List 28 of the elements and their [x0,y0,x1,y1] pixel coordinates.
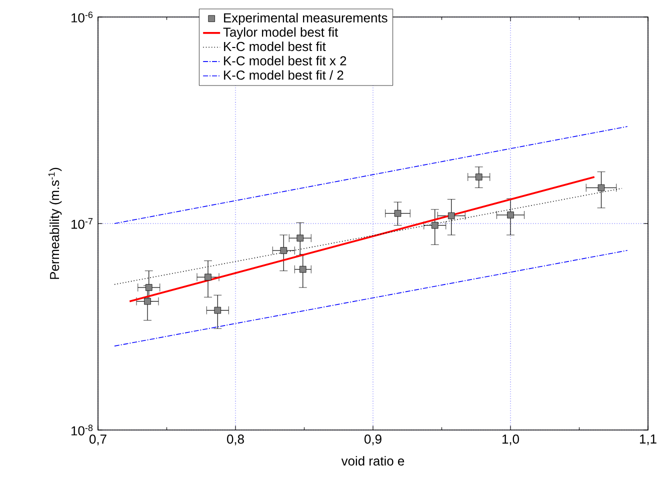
point [448,212,455,220]
point [296,234,304,242]
x-tick-label: 1,1 [640,434,656,446]
y-tick-label: 10$^{-7}$ [72,218,93,229]
legend-label: Taylor model best fit [223,27,338,40]
y-tick-label: 10$^{-6}$ [72,12,93,22]
point [204,274,212,281]
point [144,298,151,305]
y-axis-title: Permeability (m.s$^{-1}$) [48,168,62,279]
y-tick-label: 10$^{-8}$ [72,424,93,436]
legend-label: K-C model best fit [224,42,326,52]
point [299,266,306,273]
point [475,174,482,180]
x-tick-label: 0,7 [90,434,106,446]
x-tick-label: 1,0 [502,434,520,446]
point [431,222,438,229]
x-tick-label: 0,9 [364,434,382,446]
point [394,210,402,217]
x-axis-title: void ratio e [341,456,404,466]
legend-label: K-C model best fit x 2 [224,56,346,66]
point [145,284,152,291]
legend-label: K-C model best fit / 2 [224,70,344,80]
x-tick-label: 0,8 [227,434,244,446]
point [214,306,222,314]
point [507,212,514,218]
legend-label: Experimental measurements [224,12,388,26]
point [280,247,288,254]
point [598,184,605,192]
